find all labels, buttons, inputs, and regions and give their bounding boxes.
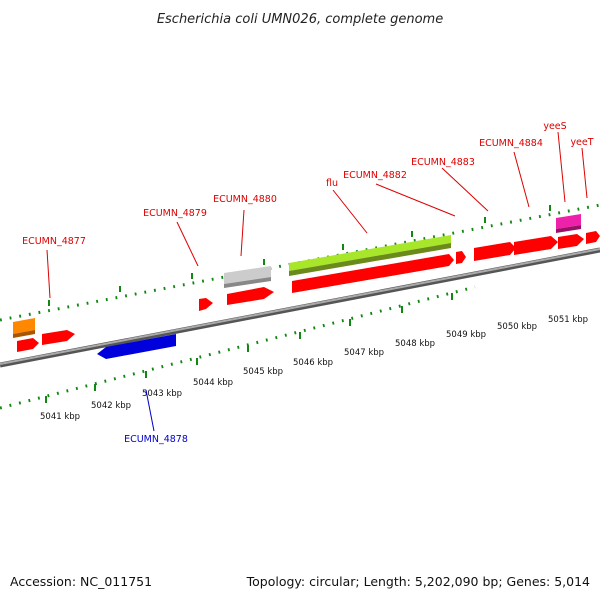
reverse-gene-feature bbox=[97, 334, 176, 359]
gene-labels: ECUMN_4877 ECUMN_4878 ECUMN_4879 ECUMN_4… bbox=[22, 121, 594, 445]
gene-label: ECUMN_4879 bbox=[143, 208, 207, 219]
kbp-label: 5050 kbp bbox=[497, 322, 537, 332]
forward-gene-features bbox=[13, 214, 600, 352]
gene-label: ECUMN_4880 bbox=[213, 194, 277, 205]
label-leader-lines bbox=[46, 131, 588, 432]
topology-summary-text: Topology: circular; Length: 5,202,090 bp… bbox=[246, 574, 590, 589]
kbp-label: 5042 kbp bbox=[91, 401, 131, 411]
gene-feature bbox=[224, 277, 271, 288]
gene-feature bbox=[199, 298, 213, 311]
gene-feature bbox=[13, 330, 35, 338]
gene-feature bbox=[556, 214, 581, 229]
gene-label: flu bbox=[326, 178, 338, 189]
gene-feature bbox=[586, 231, 600, 244]
gene-feature bbox=[227, 287, 274, 305]
kbp-label: 5041 kbp bbox=[40, 412, 80, 422]
kbp-axis-labels: 5041 kbp 5042 kbp 5043 kbp 5044 kbp 5045… bbox=[40, 315, 588, 422]
outer-major-ticks bbox=[48, 205, 551, 306]
gene-feature bbox=[289, 235, 451, 271]
map-title: Escherichia coli UMN026, complete genome bbox=[157, 12, 443, 27]
kbp-label: 5048 kbp bbox=[395, 339, 435, 349]
inner-major-ticks bbox=[45, 293, 453, 403]
inner-tick-ring bbox=[0, 285, 476, 410]
gene-label: ECUMN_4882 bbox=[343, 170, 407, 181]
kbp-label: 5043 kbp bbox=[142, 389, 182, 399]
gene-feature bbox=[474, 242, 516, 261]
kbp-label: 5049 kbp bbox=[446, 330, 486, 340]
gene-label: ECUMN_4883 bbox=[411, 157, 475, 168]
accession-text: Accession: NC_011751 bbox=[10, 574, 152, 589]
gene-feature bbox=[17, 338, 39, 352]
gene-feature bbox=[289, 243, 451, 276]
gene-feature bbox=[456, 251, 466, 264]
gene-feature bbox=[514, 236, 558, 255]
kbp-label: 5047 kbp bbox=[344, 348, 384, 358]
gene-feature bbox=[292, 254, 454, 293]
gene-feature bbox=[558, 234, 584, 249]
gene-label: ECUMN_4884 bbox=[479, 138, 543, 149]
gene-feature bbox=[224, 266, 271, 284]
kbp-label: 5046 kbp bbox=[293, 358, 333, 368]
kbp-label: 5044 kbp bbox=[193, 378, 233, 388]
gene-label: yeeT bbox=[570, 137, 593, 148]
gene-label: ECUMN_4878 bbox=[124, 434, 188, 445]
gene-feature bbox=[42, 330, 75, 345]
genome-backbone bbox=[0, 247, 600, 368]
gene-label: yeeS bbox=[543, 121, 566, 132]
gene-label: ECUMN_4877 bbox=[22, 236, 86, 247]
gene-feature bbox=[556, 225, 581, 233]
gene-feature bbox=[13, 318, 35, 334]
kbp-label: 5051 kbp bbox=[548, 315, 588, 325]
kbp-label: 5045 kbp bbox=[243, 367, 283, 377]
